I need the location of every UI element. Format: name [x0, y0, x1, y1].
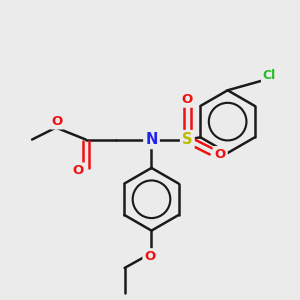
Text: O: O: [144, 250, 156, 263]
Text: S: S: [182, 132, 193, 147]
Text: O: O: [73, 164, 84, 177]
Text: O: O: [51, 115, 62, 128]
Text: N: N: [145, 132, 158, 147]
Text: O: O: [214, 148, 226, 161]
Text: Cl: Cl: [263, 69, 276, 82]
Text: O: O: [182, 93, 193, 106]
